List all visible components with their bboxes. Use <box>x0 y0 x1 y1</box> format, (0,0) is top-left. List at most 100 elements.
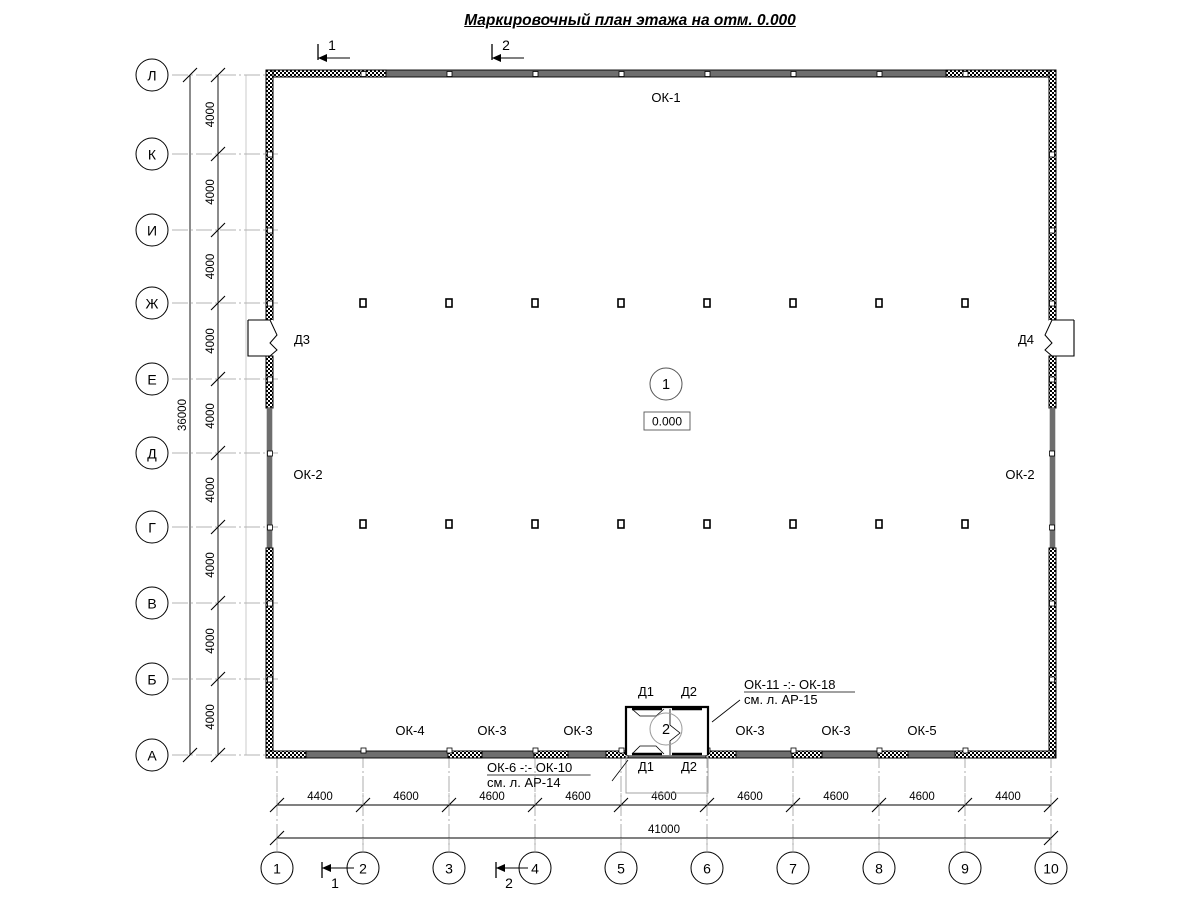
axis-bubble-v-А[interactable] <box>135 738 169 772</box>
room-marker-label-2: 2 <box>662 722 670 738</box>
annotation-leader-1 <box>611 759 629 782</box>
dim-value-horizontal-2: 4600 <box>479 791 505 803</box>
dim-value-vertical-6: 4000 <box>205 552 217 578</box>
axis-label-v-К: К <box>148 147 157 163</box>
wall-segment-top-glazed-left <box>265 69 387 78</box>
door-labels: Д3 Д4 Д1 Д2 Д1 Д2 <box>294 332 1034 774</box>
axis-label-h-9: 9 <box>961 861 969 877</box>
dim-tick-overall-v-0 <box>182 67 198 83</box>
window-label-ОК-3-7: ОК-3 <box>821 723 850 738</box>
window-labels: ОК-1 ОК-2 ОК-2 ОК-4 ОК-3 ОК-3 ОК-3 ОК-3 ОК-5 <box>293 90 1034 738</box>
dim-value-horizontal-1: 4600 <box>393 791 419 803</box>
section-arrow-head-1 <box>492 54 501 62</box>
vertical-dimension-chain: 4000 4000 4000 4000 4000 4000 4000 4000 4000 3600… <box>177 67 247 763</box>
wall-segment-left-glazed-upper <box>265 69 274 321</box>
axis-label-v-Б: Б <box>147 672 156 688</box>
section-mark-label-0: 1 <box>328 37 336 53</box>
vestibule-door-swing-top-2 <box>669 709 681 755</box>
axis-label-v-Г: Г <box>148 520 156 536</box>
section-cut-marks: 1 2 1 2 <box>317 37 528 891</box>
wall-segment-bottom-glazed-3 <box>533 750 569 759</box>
axis-label-v-Д: Д <box>147 446 157 462</box>
window-label-ОК-5-8: ОК-5 <box>907 723 936 738</box>
dim-tick-v-6 <box>210 519 226 535</box>
interior-column-r1-8 <box>961 298 969 308</box>
page-title: Маркировочный план этажа на отм. 0.000 <box>464 12 796 29</box>
wall-segment-bottom-glazed-6 <box>791 750 823 759</box>
wall-segment-bottom-glazed-4 <box>605 750 629 759</box>
vestibule-door-swing-top-1 <box>631 708 665 717</box>
dim-value-vertical-1: 4000 <box>205 179 217 205</box>
window-label-ОК-3-6: ОК-3 <box>735 723 764 738</box>
section-mark-1-top: 1 <box>317 37 350 62</box>
dim-value-horizontal-total: 41000 <box>648 824 680 836</box>
annotation-line1-0: ОК-11 -:- ОК-18 <box>744 677 835 692</box>
section-mark-label-2: 1 <box>331 875 339 891</box>
axis-label-v-В: В <box>147 596 156 612</box>
axis-grid-lines <box>172 74 1052 845</box>
axis-bubble-v-Д[interactable] <box>135 436 169 470</box>
dim-tick-v-0 <box>210 67 226 83</box>
axis-label-h-10: 10 <box>1043 861 1059 877</box>
axis-label-h-8: 8 <box>875 861 883 877</box>
section-arrow-head-3 <box>496 864 505 872</box>
wall-segment-bottom-glazed-8 <box>954 750 1056 759</box>
axis-label-v-Е: Е <box>147 372 156 388</box>
axis-bubble-v-Е[interactable] <box>135 362 169 396</box>
interior-column-r1-4 <box>617 298 625 308</box>
door-label-Д4-1: Д4 <box>1018 332 1034 347</box>
interior-column-r2-6 <box>789 519 797 529</box>
dim-value-horizontal-6: 4600 <box>823 791 849 803</box>
room-markers: 12 <box>649 367 683 746</box>
dim-value-vertical-5: 4000 <box>205 477 217 503</box>
annotation-leader-0 <box>711 699 741 723</box>
interior-column-r1-3 <box>531 298 539 308</box>
door-label-Д1-4: Д1 <box>638 759 654 774</box>
axis-bubble-v-В[interactable] <box>135 586 169 620</box>
axis-bubble-v-К[interactable] <box>135 137 169 171</box>
axis-label-h-1: 1 <box>273 861 281 877</box>
dim-value-vertical-4: 4000 <box>205 403 217 429</box>
section-mark-label-3: 2 <box>505 875 513 891</box>
section-arrow-head-0 <box>318 54 327 62</box>
interior-column-r2-2 <box>445 519 453 529</box>
axis-label-h-3: 3 <box>445 861 453 877</box>
interior-column-r1-5 <box>703 298 711 308</box>
wall-segment-left-glazed-lower <box>265 547 274 759</box>
dim-value-vertical-2: 4000 <box>205 254 217 280</box>
axis-bubble-v-Б[interactable] <box>135 662 169 696</box>
room-marker-circle-2 <box>649 712 683 746</box>
interior-column-r2-5 <box>703 519 711 529</box>
dim-tick-v-1 <box>210 146 226 162</box>
wall-segment-bottom-glazed-5 <box>705 750 737 759</box>
window-label-ОК-1-0: ОК-1 <box>651 90 680 105</box>
dim-value-horizontal-7: 4600 <box>909 791 935 803</box>
axis-bubble-v-И[interactable] <box>135 213 169 247</box>
wall-segment-top-solid <box>385 69 947 78</box>
axis-bubble-v-Г[interactable] <box>135 510 169 544</box>
horizontal-axis-bubbles: 1 2 3 4 5 6 7 8 9 10 <box>260 838 1068 885</box>
interior-column-r1-2 <box>445 298 453 308</box>
dim-tick-overall-v-9 <box>182 747 198 763</box>
wall-segment-top-glazed-right <box>945 69 1057 78</box>
door-leaf-d4 <box>1052 320 1075 357</box>
interior-column-r2-3 <box>531 519 539 529</box>
axis-bubble-v-Ж[interactable] <box>135 286 169 320</box>
dim-value-horizontal-8: 4400 <box>995 791 1021 803</box>
section-mark-1-bottom: 1 <box>321 862 354 891</box>
door-swing-d4 <box>1044 319 1053 357</box>
dim-tick-v-2 <box>210 222 226 238</box>
dim-value-vertical-0: 4000 <box>205 102 217 128</box>
vertical-axis-bubbles: Л К И Ж Е Д Г В Б А <box>135 58 169 772</box>
dim-tick-v-9 <box>210 747 226 763</box>
dim-value-horizontal-0: 4400 <box>307 791 333 803</box>
dim-value-horizontal-5: 4600 <box>737 791 763 803</box>
window-label-ОК-3-5: ОК-3 <box>563 723 592 738</box>
wall-opening-left-door <box>266 320 273 356</box>
dim-value-vertical-8: 4000 <box>205 704 217 730</box>
axis-bubble-v-Л[interactable] <box>135 58 169 92</box>
dim-value-vertical-3: 4000 <box>205 328 217 354</box>
